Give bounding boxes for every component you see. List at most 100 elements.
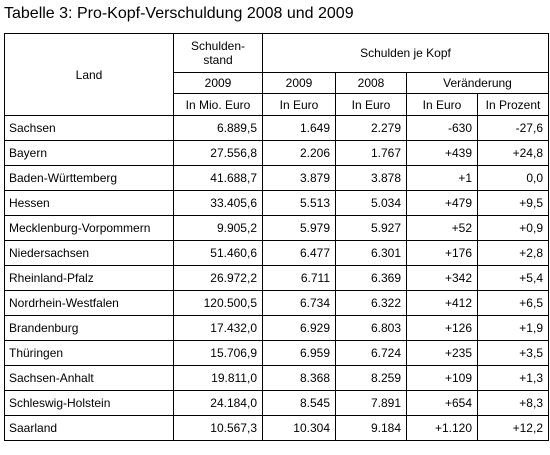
cell-kopf-2009: 8.368: [262, 365, 336, 391]
table-row: Rheinland-Pfalz 26.972,2 6.711 6.369 +342 +5,…: [4, 265, 549, 291]
cell-schuldenstand: 15.706,9: [173, 340, 263, 366]
header-year-2009: 2009: [262, 72, 336, 94]
cell-land: Niedersachsen: [4, 240, 174, 266]
table-row: Saarland 10.567,3 10.304 9.184 +1.120 +12,2: [4, 415, 549, 441]
table-row: Niedersachsen 51.460,6 6.477 6.301 +176 +2,8: [4, 240, 549, 266]
header-unit-euro-change: In Euro: [406, 93, 478, 116]
cell-land: Saarland: [4, 415, 174, 441]
cell-kopf-2008: 7.891: [335, 390, 407, 416]
cell-kopf-2009: 6.477: [262, 240, 336, 266]
cell-change-prozent: +24,8: [477, 140, 549, 166]
cell-kopf-2009: 5.513: [262, 190, 336, 216]
cell-kopf-2009: 1.649: [262, 115, 336, 141]
cell-change-euro: +412: [406, 290, 478, 316]
cell-change-euro: +235: [406, 340, 478, 366]
header-veraenderung: Veränderung: [406, 72, 549, 94]
header-schuldenstand: Schulden-stand: [173, 33, 263, 73]
table-row: Baden-Württemberg 41.688,7 3.879 3.878 +1 0,0: [4, 165, 549, 191]
cell-change-prozent: +6,5: [477, 290, 549, 316]
cell-change-euro: +109: [406, 365, 478, 391]
table-title: Tabelle 3: Pro-Kopf-Verschuldung 2008 un…: [4, 5, 354, 22]
cell-change-euro: +126: [406, 315, 478, 341]
table-row: Hessen 33.405,6 5.513 5.034 +479 +9,5: [4, 190, 549, 216]
cell-change-prozent: +1,9: [477, 315, 549, 341]
cell-change-euro: +439: [406, 140, 478, 166]
cell-land: Bayern: [4, 140, 174, 166]
cell-change-prozent: +9,5: [477, 190, 549, 216]
cell-kopf-2009: 6.734: [262, 290, 336, 316]
cell-change-prozent: +2,8: [477, 240, 549, 266]
cell-schuldenstand: 10.567,3: [173, 415, 263, 441]
table-row: Sachsen-Anhalt 19.811,0 8.368 8.259 +109 +1,3: [4, 365, 549, 391]
cell-kopf-2009: 6.929: [262, 315, 336, 341]
cell-change-euro: +1: [406, 165, 478, 191]
cell-change-prozent: +3,5: [477, 340, 549, 366]
cell-schuldenstand: 6.889,5: [173, 115, 263, 141]
cell-land: Mecklenburg-Vorpommern: [4, 215, 174, 241]
table-row: Bayern 27.556,8 2.206 1.767 +439 +24,8: [4, 140, 549, 166]
cell-change-prozent: +5,4: [477, 265, 549, 291]
cell-change-prozent: +0,9: [477, 215, 549, 241]
cell-kopf-2008: 3.878: [335, 165, 407, 191]
cell-kopf-2008: 9.184: [335, 415, 407, 441]
header-unit-euro-2008: In Euro: [335, 93, 407, 116]
cell-change-euro: +342: [406, 265, 478, 291]
table-body: Sachsen 6.889,5 1.649 2.279 -630 -27,6 Bayern 2…: [4, 115, 549, 441]
cell-land: Thüringen: [4, 340, 174, 366]
cell-kopf-2008: 6.301: [335, 240, 407, 266]
cell-kopf-2009: 5.979: [262, 215, 336, 241]
cell-change-euro: +479: [406, 190, 478, 216]
cell-change-euro: +52: [406, 215, 478, 241]
cell-schuldenstand: 9.905,2: [173, 215, 263, 241]
cell-land: Sachsen: [4, 115, 174, 141]
cell-land: Baden-Württemberg: [4, 165, 174, 191]
table-row: Brandenburg 17.432,0 6.929 6.803 +126 +1,9: [4, 315, 549, 341]
header-unit-mio: In Mio. Euro: [173, 93, 263, 116]
header-unit-euro-2009: In Euro: [262, 93, 336, 116]
cell-kopf-2008: 6.803: [335, 315, 407, 341]
cell-kopf-2008: 6.322: [335, 290, 407, 316]
cell-kopf-2009: 3.879: [262, 165, 336, 191]
cell-change-euro: +176: [406, 240, 478, 266]
cell-schuldenstand: 19.811,0: [173, 365, 263, 391]
cell-change-euro: -630: [406, 115, 478, 141]
cell-schuldenstand: 27.556,8: [173, 140, 263, 166]
header-year-2008: 2008: [335, 72, 407, 94]
cell-kopf-2009: 6.711: [262, 265, 336, 291]
cell-change-prozent: +12,2: [477, 415, 549, 441]
table-row: Thüringen 15.706,9 6.959 6.724 +235 +3,5: [4, 340, 549, 366]
cell-change-euro: +1.120: [406, 415, 478, 441]
table-row: Sachsen 6.889,5 1.649 2.279 -630 -27,6: [4, 115, 549, 141]
cell-change-prozent: +1,3: [477, 365, 549, 391]
cell-kopf-2008: 6.724: [335, 340, 407, 366]
cell-schuldenstand: 41.688,7: [173, 165, 263, 191]
cell-kopf-2009: 6.959: [262, 340, 336, 366]
cell-land: Rheinland-Pfalz: [4, 265, 174, 291]
cell-schuldenstand: 17.432,0: [173, 315, 263, 341]
cell-kopf-2008: 6.369: [335, 265, 407, 291]
header-schulden-je-kopf: Schulden je Kopf: [262, 33, 549, 73]
cell-schuldenstand: 120.500,5: [173, 290, 263, 316]
cell-change-euro: +654: [406, 390, 478, 416]
header-year-2009-stand: 2009: [173, 72, 263, 94]
cell-schuldenstand: 33.405,6: [173, 190, 263, 216]
cell-kopf-2008: 1.767: [335, 140, 407, 166]
cell-land: Schleswig-Holstein: [4, 390, 174, 416]
cell-schuldenstand: 24.184,0: [173, 390, 263, 416]
cell-kopf-2008: 2.279: [335, 115, 407, 141]
cell-kopf-2008: 5.927: [335, 215, 407, 241]
cell-kopf-2009: 2.206: [262, 140, 336, 166]
cell-change-prozent: +8,3: [477, 390, 549, 416]
header-unit-prozent: In Prozent: [477, 93, 549, 116]
cell-land: Hessen: [4, 190, 174, 216]
cell-change-prozent: 0,0: [477, 165, 549, 191]
cell-land: Sachsen-Anhalt: [4, 365, 174, 391]
cell-kopf-2009: 8.545: [262, 390, 336, 416]
cell-schuldenstand: 51.460,6: [173, 240, 263, 266]
table-header: Land Schulden-stand Schulden je Kopf 200…: [4, 33, 549, 116]
cell-change-prozent: -27,6: [477, 115, 549, 141]
table-row: Schleswig-Holstein 24.184,0 8.545 7.891 +654…: [4, 390, 549, 416]
cell-kopf-2008: 5.034: [335, 190, 407, 216]
header-land: Land: [4, 33, 174, 116]
cell-schuldenstand: 26.972,2: [173, 265, 263, 291]
